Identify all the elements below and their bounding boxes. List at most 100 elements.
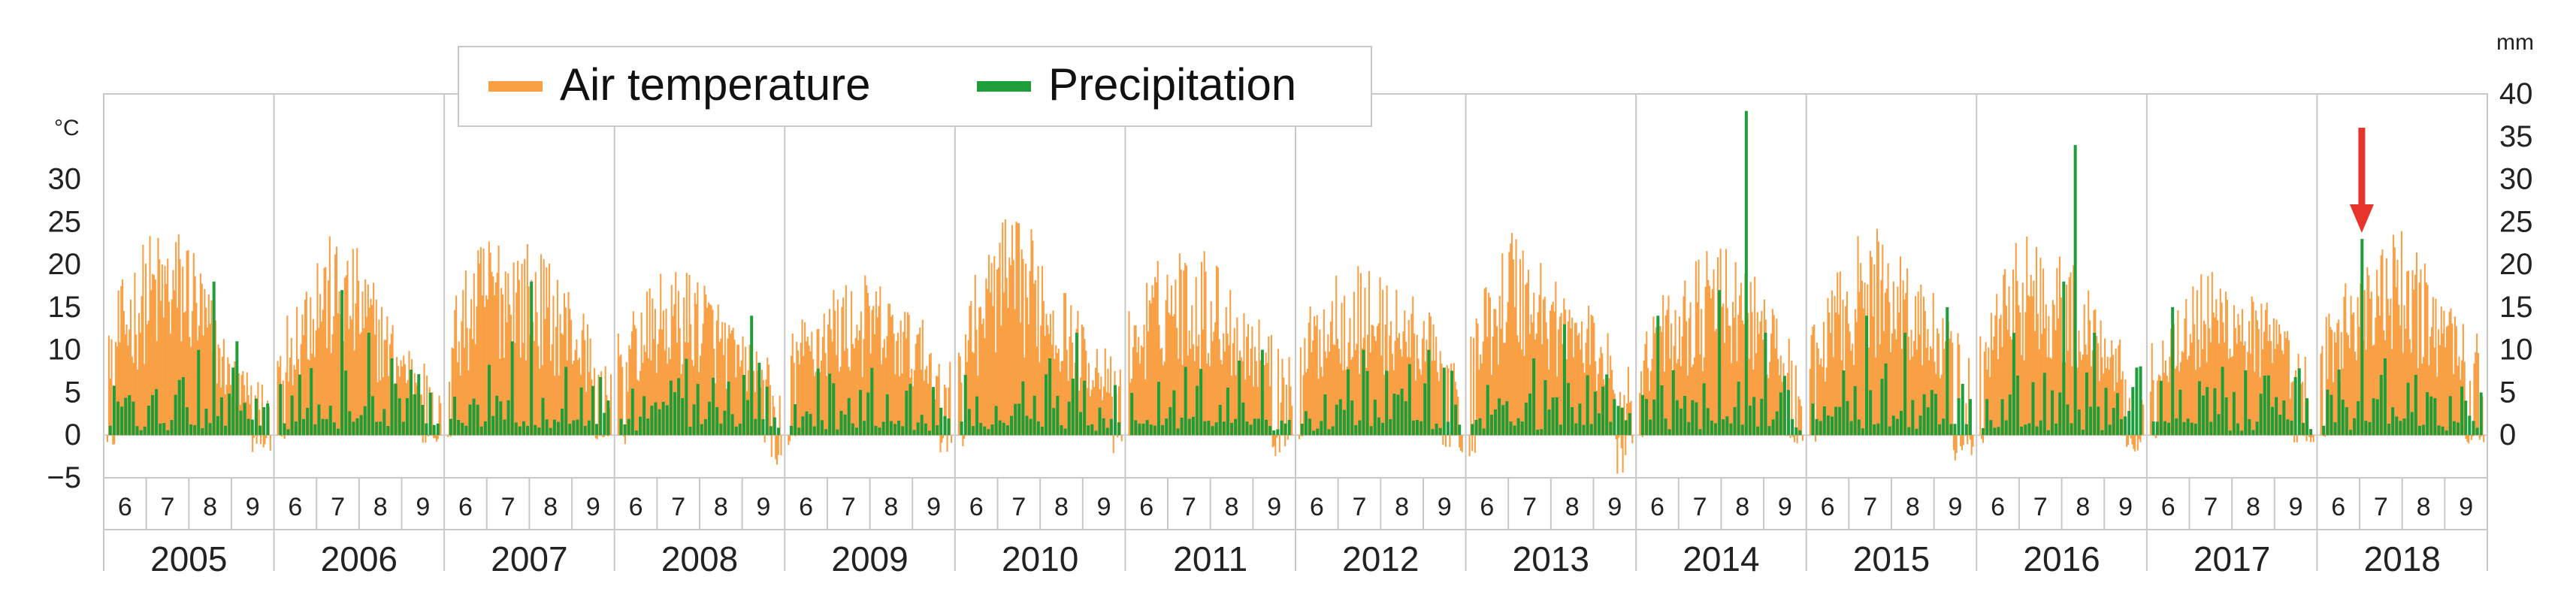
month-tick-label: 8 (714, 493, 728, 521)
temperature-bar (1759, 321, 1761, 436)
temperature-bar (886, 336, 888, 436)
temperature-bar (1092, 379, 1094, 436)
precipitation-bar (2479, 392, 2483, 436)
precipitation-bar (2035, 426, 2039, 436)
precipitation-bar (1300, 423, 1304, 436)
precipitation-bar (147, 405, 150, 436)
temperature-bar (2462, 324, 2464, 436)
temperature-bar (1386, 285, 1388, 436)
temperature-bar (1156, 261, 1159, 436)
precipitation-bar (317, 404, 321, 436)
temperature-bar (1160, 349, 1162, 436)
precipitation-bar (2202, 395, 2206, 436)
temperature-bar (1193, 344, 1195, 436)
temperature-bar (1816, 343, 1818, 436)
precipitation-bar (1857, 419, 1861, 436)
temperature-bar (479, 246, 482, 436)
precipitation-bar (1985, 399, 1989, 436)
precipitation-bar (889, 421, 893, 436)
temperature-bar (1550, 310, 1552, 436)
temperature-bar (1877, 241, 1879, 436)
temperature-bar (1625, 435, 1627, 455)
temperature-bar (987, 255, 990, 436)
temperature-bar (923, 380, 925, 436)
temperature-bar (1250, 348, 1252, 436)
temperature-bar (1314, 325, 1317, 436)
temperature-bar (458, 341, 460, 436)
temperature-bar (1286, 435, 1289, 440)
temperature-bar (1002, 222, 1004, 436)
year-tick-label: 2005 (150, 539, 227, 578)
precipitation-bar (673, 392, 677, 436)
temperature-bar (1383, 374, 1386, 436)
temperature-bar (1957, 333, 1959, 436)
temperature-bar (334, 254, 337, 436)
precipitation-bar (1191, 416, 1195, 436)
precipitation-bar (1798, 430, 1802, 436)
precipitation-bar (1060, 424, 1063, 436)
month-tick-label: 6 (1480, 493, 1494, 521)
temperature-bar (1646, 331, 1648, 436)
precipitation-bar (479, 426, 483, 436)
precipitation-bar (1613, 399, 1616, 436)
temperature-bar (1435, 337, 1438, 436)
temperature-bar (2408, 339, 2411, 436)
temperature-bar (201, 283, 203, 436)
temperature-bar (2156, 380, 2159, 436)
temperature-bar (524, 258, 526, 436)
precipitation-bar (692, 404, 696, 436)
temperature-bar (1473, 338, 1475, 436)
precipitation-bar (266, 403, 270, 436)
temperature-bar (159, 259, 161, 436)
temperature-bar (1195, 276, 1197, 436)
precipitation-bar (1454, 404, 1458, 436)
temperature-bar (352, 249, 354, 436)
temperature-bar (1032, 240, 1034, 436)
temperature-bar (981, 324, 983, 436)
temperature-bar (821, 337, 824, 436)
temperature-bar (1161, 348, 1163, 436)
month-tick-label: 7 (1693, 493, 1707, 521)
precipitation-bar (2042, 373, 2046, 436)
precipitation-bar (1713, 423, 1717, 436)
temperature-bar (824, 352, 827, 436)
temperature-bar (1251, 326, 1253, 436)
precipitation-bar (2139, 366, 2142, 436)
temperature-bar (1792, 435, 1794, 438)
precipitation-bar (150, 394, 154, 436)
precipitation-bar (2426, 392, 2429, 436)
precipitation-bar (2402, 418, 2406, 436)
temperature-bar (823, 313, 825, 436)
temperature-bar (763, 435, 766, 443)
temperature-bar (2028, 296, 2030, 436)
temperature-bar (1547, 339, 1549, 436)
right-tick-label: 0 (2499, 418, 2516, 451)
temperature-bar (2353, 312, 2355, 436)
temperature-bar (363, 328, 365, 436)
temperature-bar (2300, 383, 2302, 436)
precipitation-bar (1230, 422, 1234, 436)
month-tick-label: 9 (246, 493, 260, 521)
temperature-bar (1432, 324, 1435, 436)
temperature-bar (190, 346, 192, 436)
precipitation-bar (583, 425, 587, 436)
temperature-bar (1096, 349, 1098, 436)
temperature-bar (569, 309, 571, 436)
precipitation-bar (398, 398, 401, 436)
precipitation-bar (1559, 424, 1562, 436)
temperature-bar (438, 395, 440, 436)
temperature-bar (1306, 368, 1309, 436)
temperature-bar (1144, 379, 1147, 436)
temperature-bar (2413, 289, 2415, 436)
temperature-bar (237, 373, 240, 436)
temperature-bar (1716, 257, 1719, 436)
temperature-bar (1390, 321, 1392, 436)
temperature-bar (1217, 267, 1219, 436)
year-tick-label: 2006 (321, 539, 398, 578)
temperature-bar (812, 359, 815, 436)
temperature-bar (434, 435, 437, 439)
temperature-bar (1749, 282, 1752, 436)
precipitation-bar (870, 367, 874, 436)
temperature-bar (732, 328, 734, 436)
temperature-bar (777, 435, 779, 455)
